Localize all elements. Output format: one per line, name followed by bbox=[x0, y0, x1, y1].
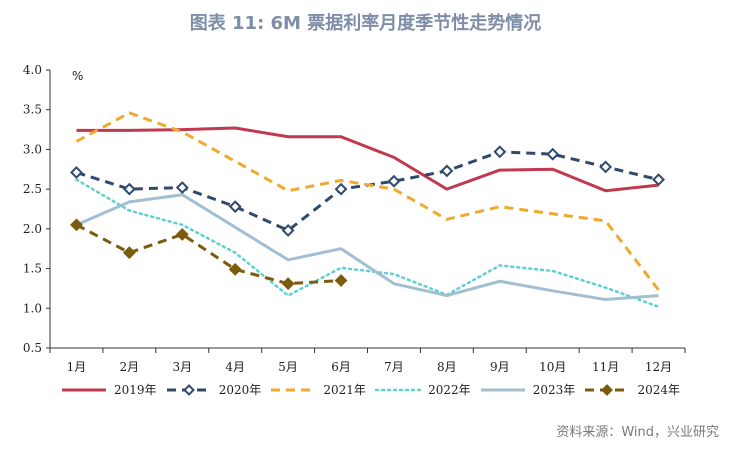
data-point-2024年 bbox=[70, 218, 83, 232]
data-point-2020年 bbox=[228, 200, 242, 214]
y-axis-label: % bbox=[72, 69, 83, 83]
x-tick-label: 12月 bbox=[645, 360, 672, 374]
x-tick-label: 7月 bbox=[384, 360, 404, 374]
x-tick-label: 8月 bbox=[437, 360, 457, 374]
legend-item-2019年: 2019年 bbox=[60, 381, 157, 398]
data-point-2020年 bbox=[334, 182, 348, 196]
data-point-2020年 bbox=[122, 182, 136, 196]
x-tick-label: 5月 bbox=[278, 360, 298, 374]
data-point-2024年 bbox=[281, 277, 295, 291]
legend-label: 2022年 bbox=[428, 383, 471, 397]
x-tick-label: 1月 bbox=[67, 360, 87, 374]
legend-label: 2024年 bbox=[637, 383, 680, 397]
x-tick-label: 11月 bbox=[592, 360, 619, 374]
legend-swatch bbox=[480, 388, 525, 391]
x-tick-label: 2月 bbox=[120, 360, 140, 374]
data-point-2020年 bbox=[546, 147, 560, 161]
data-point-2020年 bbox=[281, 224, 295, 237]
data-point-2020年 bbox=[652, 173, 665, 187]
data-point-2024年 bbox=[228, 262, 242, 276]
y-tick-label: 1.5 bbox=[23, 262, 42, 276]
data-point-2024年 bbox=[334, 274, 348, 287]
legend: 2019年 2020年 2021年 2022年 2023年 2024年 bbox=[60, 381, 680, 398]
y-tick-label: 0.5 bbox=[23, 341, 42, 355]
legend-item-2020年: 2020年 bbox=[165, 381, 262, 398]
series-line-2021年 bbox=[75, 111, 660, 291]
legend-item-2023年: 2023年 bbox=[479, 381, 576, 398]
y-tick-label: 2.5 bbox=[23, 182, 42, 196]
legend-label: 2021年 bbox=[323, 383, 366, 397]
legend-swatch bbox=[585, 383, 630, 396]
series-lines-group bbox=[75, 111, 660, 308]
x-tick-label: 4月 bbox=[225, 360, 245, 374]
series-markers-group bbox=[70, 145, 665, 291]
legend-item-2021年: 2021年 bbox=[269, 381, 366, 398]
source-note: 资料来源：Wind，兴业研究 bbox=[556, 425, 719, 440]
y-tick-label: 2.0 bbox=[23, 222, 42, 236]
legend-swatch bbox=[271, 388, 316, 391]
data-point-2020年 bbox=[175, 181, 189, 194]
legend-swatch bbox=[166, 383, 211, 396]
series-line-2023年 bbox=[75, 193, 659, 302]
legend-swatch bbox=[62, 388, 106, 391]
legend-label: 2019年 bbox=[114, 383, 157, 397]
x-tick-label: 3月 bbox=[172, 360, 192, 374]
y-tick-label: 3.5 bbox=[23, 103, 42, 117]
y-tick-label: 3.0 bbox=[23, 142, 42, 156]
legend-item-2022年: 2022年 bbox=[374, 381, 471, 398]
legend-label: 2023年 bbox=[532, 383, 576, 397]
data-point-2024年 bbox=[175, 228, 189, 241]
legend-swatch bbox=[374, 388, 422, 391]
chart-title: 图表 11: 6M 票据利率月度季节性走势情况 bbox=[189, 13, 542, 34]
data-point-2024年 bbox=[122, 246, 136, 260]
legend-label: 2020年 bbox=[218, 383, 262, 397]
x-tick-label: 9月 bbox=[490, 360, 510, 374]
axes-group: 4.0 3.5 3.0 2.5 2.0 1.5 1.0 0.5% 1月 2月 3月 4月 5月 6月 7月 8… bbox=[23, 63, 686, 374]
y-tick-label: 1.0 bbox=[23, 301, 42, 315]
y-tick-label: 4.0 bbox=[23, 63, 42, 77]
series-line-2022年 bbox=[75, 178, 660, 308]
x-tick-label: 10月 bbox=[539, 360, 566, 374]
data-point-2020年 bbox=[387, 174, 401, 188]
data-point-2020年 bbox=[599, 160, 613, 174]
series-line-2024年 bbox=[75, 223, 342, 286]
data-point-2020年 bbox=[440, 164, 454, 178]
data-point-2020年 bbox=[70, 166, 83, 179]
data-point-2020年 bbox=[493, 145, 507, 159]
legend-item-2024年: 2024年 bbox=[583, 381, 680, 398]
x-tick-label: 6月 bbox=[331, 360, 351, 374]
